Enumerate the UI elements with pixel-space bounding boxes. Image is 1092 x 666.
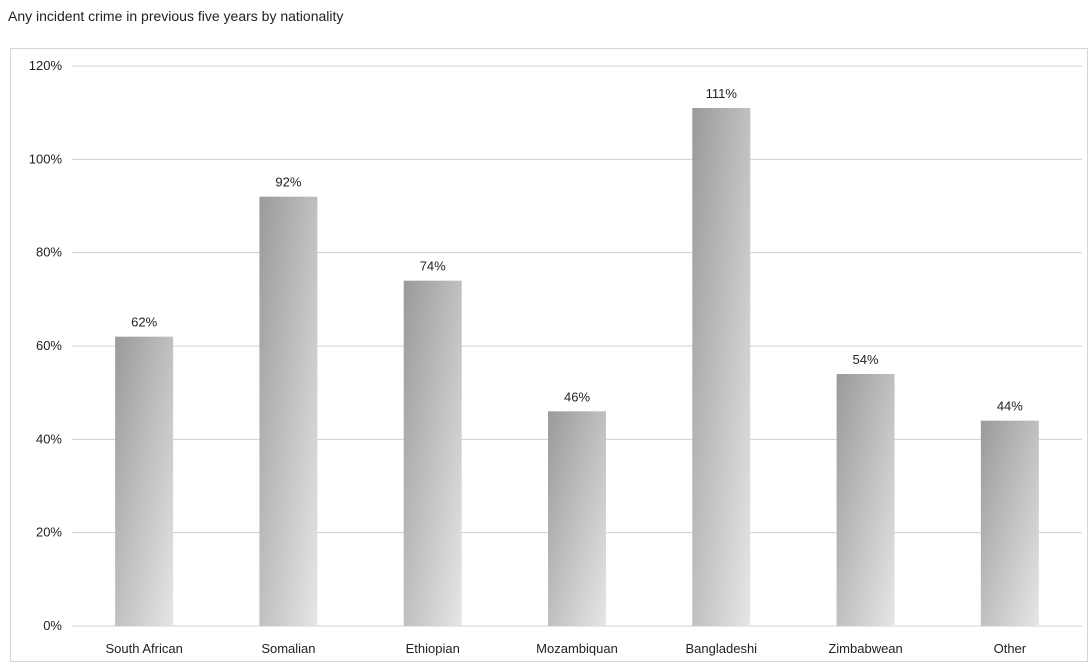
bar [403,280,462,626]
data-labels: 62% 92% 74% 46% 111% 54% 44% [131,86,1023,414]
y-tick-label: 20% [36,525,62,540]
data-label: 54% [853,352,879,367]
y-tick-label: 60% [36,338,62,353]
x-category-label: South African [105,641,182,656]
bar [692,108,751,626]
y-tick-label: 0% [43,618,62,633]
bar [115,336,174,626]
x-category-label: Other [994,641,1027,656]
bar [836,374,895,626]
data-label: 74% [420,259,446,274]
data-label: 111% [706,86,738,101]
data-label: 92% [275,175,301,190]
y-tick-label: 120% [29,58,63,73]
x-axis-categories: South African Somalian Ethiopian Mozambiqua… [105,641,1026,656]
chart-title: Any incident crime in previous five year… [8,8,344,24]
bar [980,420,1039,626]
x-category-label: Mozambiquan [536,641,618,656]
x-category-label: Somalian [261,641,315,656]
y-tick-label: 40% [36,431,62,446]
bar [548,411,606,626]
bar [259,196,318,626]
y-tick-label: 100% [29,151,63,166]
data-label: 46% [564,389,590,404]
x-category-label: Zimbabwean [828,641,902,656]
x-category-label: Bangladeshi [686,641,758,656]
data-label: 44% [997,399,1023,414]
y-tick-label: 80% [36,245,62,260]
bars [115,108,1039,626]
data-label: 62% [131,315,157,330]
x-category-label: Ethiopian [406,641,460,656]
y-axis-ticks: 0% 20% 40% 60% 80% 100% 120% [29,58,63,633]
